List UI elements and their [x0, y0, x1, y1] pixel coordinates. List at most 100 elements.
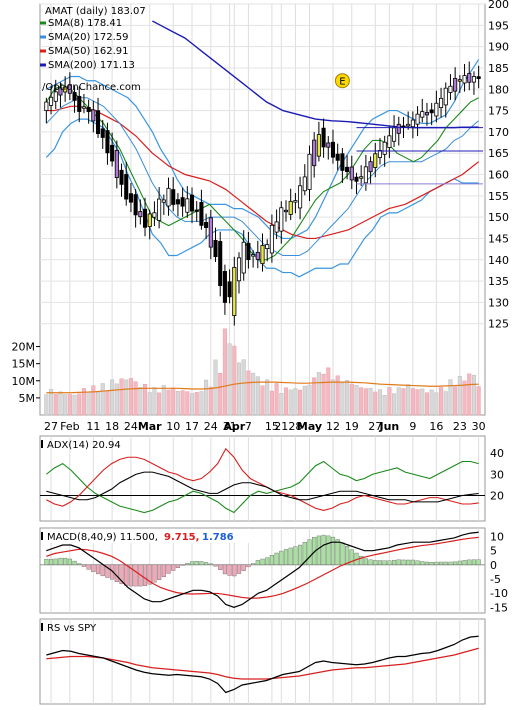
macd-signal-line: [46, 536, 479, 599]
x-tick-label: 27: [44, 420, 58, 433]
legend-entry: SMA(200) 171.13: [48, 60, 135, 71]
volume-bar: [157, 392, 162, 416]
macd-histogram-bar: [133, 564, 138, 587]
candle-body: [213, 239, 218, 258]
volume-bar: [307, 384, 312, 416]
macd-histogram-bar: [218, 564, 223, 570]
candle-body: [429, 109, 434, 114]
macd-histogram-bar: [81, 564, 87, 567]
candle-body: [161, 199, 166, 203]
macd-histogram-bar: [415, 560, 420, 566]
macd-tick-label: -15: [490, 601, 508, 614]
price-tick-label: 170: [488, 126, 509, 139]
macd-tick-label: 5: [490, 545, 497, 558]
macd-histogram-bar: [185, 563, 190, 566]
macd-histogram-bar: [457, 560, 462, 566]
macd-histogram-bar: [298, 544, 303, 566]
macd-tick-label: 10: [490, 531, 504, 544]
candle-body: [49, 96, 54, 106]
candle-body: [208, 217, 213, 248]
x-tick-label: 27: [368, 420, 382, 433]
macd-histogram-bar: [119, 564, 124, 585]
volume-bar: [49, 389, 54, 416]
macd-histogram-bar: [467, 559, 472, 566]
candle-body: [171, 189, 176, 205]
macd-histogram-bar: [462, 560, 467, 566]
volume-bar: [236, 362, 242, 416]
volume-bar: [293, 388, 298, 416]
candle-body: [359, 176, 364, 179]
macd-histogram-bar: [157, 564, 162, 580]
volume-bar: [396, 387, 401, 416]
adx-title: ADX(14) 20.94: [47, 440, 121, 451]
price-tick-label: 140: [488, 254, 509, 267]
price-tick-label: 125: [488, 318, 509, 331]
macd-tick-label: -5: [490, 573, 501, 586]
volume-bar: [222, 328, 227, 416]
chart-title: AMAT (daily) 183.07: [45, 6, 146, 17]
adx-tick-label: 40: [490, 447, 504, 460]
candle-body: [58, 87, 63, 96]
x-tick-label: 19: [345, 420, 359, 433]
volume-bar: [119, 378, 124, 416]
macd-histogram-bar: [236, 564, 242, 574]
volume-bar: [434, 392, 439, 416]
x-tick-label: 12: [326, 420, 340, 433]
volume-bar: [349, 383, 354, 416]
macd-histogram-bar: [377, 560, 383, 566]
macd-histogram-bar: [91, 564, 96, 572]
candle-body: [439, 97, 444, 109]
candle-body: [476, 76, 481, 79]
candle-body: [91, 109, 96, 122]
candle-body: [321, 127, 326, 148]
x-tick-label: 7: [245, 420, 252, 433]
volume-bar: [265, 379, 270, 416]
candle-body: [424, 112, 430, 116]
volume-bar: [420, 388, 425, 416]
candle-body: [72, 92, 77, 101]
candle-body: [345, 166, 350, 173]
macd-histogram-bar: [335, 539, 340, 566]
macd-histogram-bar: [251, 563, 256, 566]
volume-bar: [288, 389, 293, 416]
rs-ma-line: [46, 647, 479, 680]
price-tick-label: 160: [488, 169, 509, 182]
macd-histogram-bar: [199, 561, 204, 566]
macd-histogram-bar: [429, 562, 434, 566]
macd-histogram-bar: [302, 542, 307, 566]
candle-body: [293, 200, 298, 203]
candle-body: [67, 84, 72, 94]
macd-histogram-bar: [274, 552, 279, 566]
candle-body: [86, 107, 91, 113]
price-tick-label: 200: [488, 0, 509, 11]
x-tick-label: 24: [204, 420, 218, 433]
macd-histogram-bar: [213, 564, 218, 567]
volume-bar: [218, 373, 223, 416]
volume-bar: [471, 374, 476, 416]
candle-body: [260, 245, 265, 265]
volume-bar: [96, 391, 101, 416]
volume-bar: [283, 387, 289, 416]
volume-bar: [124, 379, 129, 416]
x-tick-label: Apr: [223, 420, 245, 433]
candle-body: [298, 185, 303, 209]
adx-line-adx: [46, 471, 479, 503]
candle-body: [392, 127, 397, 142]
price-tick-label: 190: [488, 41, 509, 54]
volume-bar: [194, 392, 199, 416]
macd-histogram-bar: [288, 547, 293, 566]
volume-bar: [302, 385, 307, 416]
candle-body: [363, 166, 368, 184]
macd-histogram-bar: [189, 561, 195, 566]
candle-body: [251, 254, 256, 257]
price-tick-label: 185: [488, 62, 509, 75]
candle-body: [147, 213, 152, 227]
macd-histogram-bar: [340, 542, 345, 566]
candle-body: [157, 198, 162, 221]
volume-bar: [363, 388, 368, 416]
macd-histogram-bar: [44, 558, 49, 566]
candle-body: [269, 224, 274, 254]
macd-histogram-bar: [279, 550, 284, 566]
candle-body: [283, 209, 289, 213]
